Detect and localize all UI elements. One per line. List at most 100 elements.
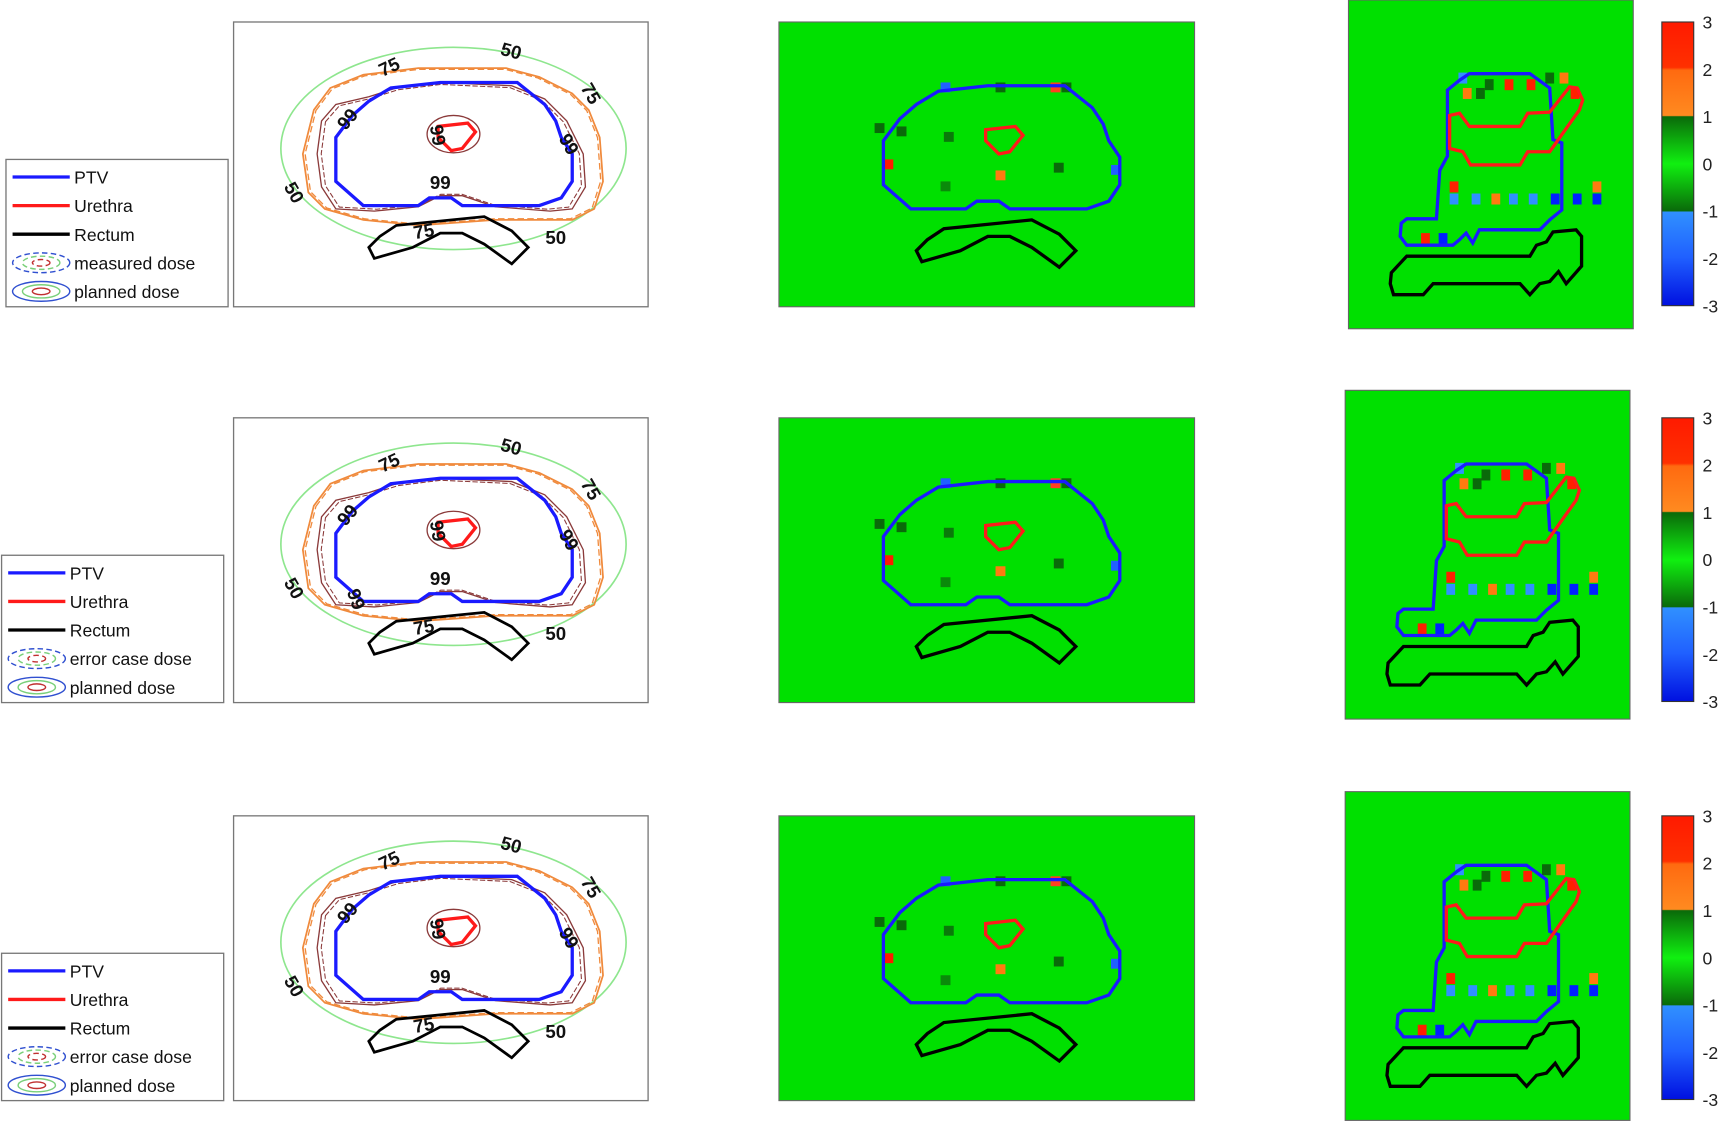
difference-pixel — [883, 953, 894, 964]
rectum-contour — [914, 218, 1079, 270]
difference-pixel — [1589, 583, 1599, 595]
legend-ellipse — [27, 654, 47, 663]
colorbar-gradient — [1661, 815, 1695, 1101]
ptv-contour — [334, 80, 574, 208]
isodose-75-planned — [301, 67, 604, 227]
difference-pixel — [1468, 583, 1478, 595]
dashed-contour-legend-icon — [7, 647, 67, 670]
isodose-99-urethra — [426, 114, 481, 154]
contour-level-label: 99 — [430, 568, 451, 589]
isodose-75-planned — [301, 861, 604, 1021]
urethra-contour — [436, 121, 478, 153]
legend-ellipse — [7, 676, 67, 698]
difference-pixel — [940, 478, 951, 489]
difference-pixel — [1526, 79, 1536, 91]
colorbar-tick-label: 0 — [1703, 948, 1713, 968]
rectum-contour — [367, 611, 531, 662]
difference-pixel — [943, 527, 954, 538]
difference-pixel — [1110, 560, 1121, 571]
map-background — [778, 21, 1196, 308]
difference-pixel — [943, 131, 954, 142]
colorbar-tick-label: -3 — [1703, 1090, 1719, 1110]
legend-label: PTV — [70, 563, 104, 583]
difference-pixel — [940, 876, 951, 887]
rectum-contour — [914, 614, 1079, 666]
colorbar-tick-label: 1 — [1703, 107, 1713, 127]
legend-label: error case dose — [70, 1047, 192, 1067]
contour-level-label: 75 — [412, 219, 436, 243]
difference-pixel — [1435, 623, 1445, 635]
difference-pixel — [1569, 583, 1579, 595]
difference-pixel — [1556, 462, 1566, 474]
difference-pixel — [1501, 870, 1511, 882]
difference-pixel — [1449, 181, 1459, 193]
rectum-contour — [367, 1009, 531, 1060]
colorbar-tick-label: -1 — [1703, 598, 1719, 618]
axes-frame — [232, 815, 649, 1102]
legend-label: PTV — [70, 961, 104, 981]
contour-level-label: 99 — [426, 519, 450, 543]
legend-ellipse — [11, 252, 71, 274]
isodose-75-measured — [304, 68, 602, 225]
difference-pixel — [1509, 193, 1518, 205]
structure-overlay — [881, 84, 1122, 270]
difference-pixel — [1110, 958, 1121, 969]
colorbar-tick-label: 3 — [1703, 13, 1713, 33]
legend-ellipse — [7, 647, 67, 670]
ptv-contour — [881, 479, 1122, 607]
difference-pixel — [1476, 87, 1485, 99]
difference-pixel — [1417, 623, 1427, 635]
legend-ellipse — [17, 679, 57, 695]
difference-pixel — [1446, 583, 1456, 595]
colorbar-tick-label: 0 — [1703, 550, 1713, 570]
difference-pixel — [995, 964, 1006, 975]
legend-label: Urethra — [70, 592, 129, 612]
legend-ellipse — [21, 255, 61, 271]
legend-label: PTV — [74, 168, 108, 188]
ptv-contour — [334, 874, 574, 1002]
difference-pixel — [1525, 985, 1535, 997]
difference-pixel — [1050, 876, 1061, 887]
urethra-contour — [1444, 876, 1582, 959]
colorbar-tick-label: 3 — [1703, 806, 1713, 826]
urethra-contour — [983, 124, 1026, 156]
difference-pixel — [883, 555, 894, 566]
difference-pixel — [1053, 162, 1064, 173]
legend-label: error case dose — [70, 649, 192, 669]
isodose-99-measured — [320, 479, 583, 606]
difference-pixel — [1570, 87, 1580, 99]
difference-pixel — [1449, 193, 1459, 205]
legend-ellipse — [17, 651, 57, 666]
difference-pixel — [1523, 469, 1533, 481]
colorbar-gradient — [1661, 21, 1695, 307]
contour-level-label: 50 — [545, 623, 566, 644]
axes-frame — [232, 417, 649, 704]
legend-ellipse — [31, 258, 51, 267]
difference-pixel — [874, 916, 885, 927]
isodose-99-measured — [320, 877, 583, 1004]
difference-pixel — [1438, 233, 1448, 245]
urethra-contour — [983, 520, 1026, 552]
difference-pixel — [1459, 478, 1469, 490]
isodose-99-urethra — [426, 908, 481, 948]
ptv-contour — [1398, 72, 1564, 247]
legend-label: planned dose — [70, 678, 176, 698]
legend-label: Urethra — [70, 990, 129, 1010]
difference-pixel — [1559, 72, 1569, 84]
difference-pixel — [874, 518, 885, 529]
difference-pixel — [896, 920, 907, 931]
difference-pixel — [1053, 558, 1064, 569]
colorbar-tick-label: -2 — [1703, 1043, 1719, 1063]
urethra-contour — [436, 517, 478, 549]
urethra-contour — [1444, 475, 1582, 557]
legend: PTV Urethra Rectum error case dose planned d… — [0, 554, 225, 704]
difference-pixel — [1468, 985, 1478, 997]
difference-pixel — [1541, 864, 1551, 876]
isodose-50-contour — [280, 46, 627, 251]
difference-pixel — [1050, 82, 1061, 93]
contour-level-label: 75 — [412, 1013, 436, 1037]
legend-ellipse — [17, 1049, 57, 1064]
